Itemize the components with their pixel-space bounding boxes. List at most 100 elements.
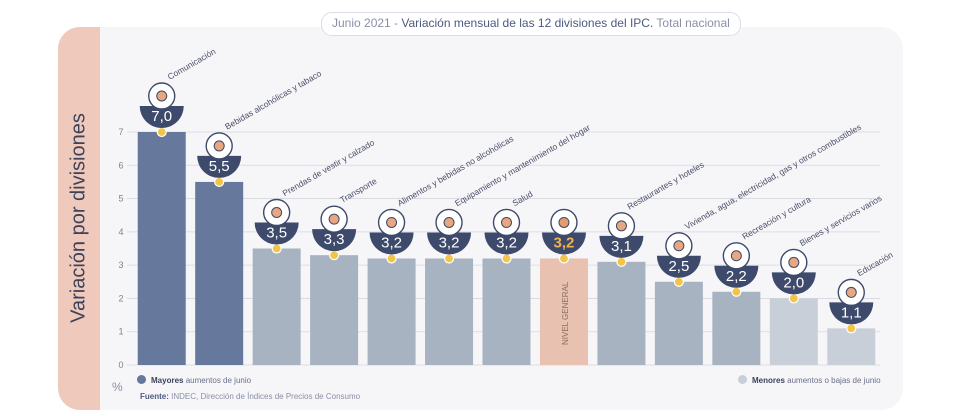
legend-menores-bold: Menores (752, 376, 785, 385)
value-label: 3,1 (611, 238, 632, 255)
bar-top-dot (443, 253, 455, 264)
icon-accent (558, 216, 570, 228)
value-badge (312, 229, 357, 252)
y-tick-label: 0 (118, 360, 123, 370)
value-badge (656, 255, 701, 278)
y-tick-label: 2 (118, 293, 123, 303)
value-label: 2,0 (783, 274, 804, 291)
value-label: 3,2 (381, 234, 402, 251)
category-label: Restaurantes y hoteles (625, 159, 705, 211)
category-label: Transporte (338, 176, 379, 205)
bar-top-dot (386, 253, 397, 264)
bar-top-dot (616, 256, 627, 267)
value-badge (599, 235, 644, 258)
y-tick-label: 6 (118, 160, 123, 170)
icon-accent (501, 216, 512, 228)
value-badge (139, 106, 184, 128)
value-badge (369, 232, 414, 255)
icon-accent (845, 286, 857, 298)
y-tick-label: 3 (118, 260, 123, 270)
value-label: 1,1 (841, 304, 862, 321)
bar-top-dot (329, 250, 340, 261)
bar-top-dot (214, 176, 225, 188)
legend-mayores-text: aumentos de junio (183, 376, 252, 385)
header-date: Junio 2021 (332, 16, 391, 30)
legend-mayores-swatch (137, 375, 146, 384)
category-icon (665, 232, 693, 260)
value-label: 3,2 (496, 234, 517, 251)
icon-accent (730, 250, 742, 262)
bar-6 (425, 258, 474, 365)
bar-3 (252, 248, 301, 365)
header-separator: - (390, 16, 402, 30)
legend-mayores: Mayores aumentos de junio (137, 375, 251, 385)
category-icon (205, 132, 233, 160)
bar-2 (195, 181, 244, 365)
icon-accent (156, 90, 168, 102)
bar-top-dot (558, 253, 570, 264)
category-icon (262, 198, 291, 227)
bar-7 (482, 258, 531, 365)
icon-accent (788, 256, 800, 268)
bar-4 (310, 255, 359, 365)
legend-menores-swatch (738, 375, 747, 384)
value-badge (771, 272, 816, 295)
icon-accent (213, 140, 225, 152)
source-note: Fuente: INDEC, Dirección de Índices de P… (140, 392, 360, 401)
value-label: 3,5 (266, 225, 287, 242)
bar-9 (597, 261, 646, 365)
y-tick-label: 5 (118, 194, 123, 204)
bar-top-dot (846, 323, 857, 334)
value-badge (197, 155, 242, 178)
value-badge (484, 232, 529, 255)
legend-menores-text: aumentos o bajas de junio (784, 376, 881, 385)
bar-13 (827, 328, 876, 365)
category-label: Comunicación (166, 46, 218, 82)
bar-12 (769, 298, 818, 365)
value-label: 2,5 (668, 258, 689, 275)
source-label: Fuente: (140, 392, 169, 401)
header-scope: Total nacional (653, 16, 730, 30)
legend-menores: Menores aumentos o bajas de junio (738, 375, 881, 385)
value-badge (541, 232, 586, 255)
value-label: 7,0 (151, 108, 172, 125)
category-icon (837, 278, 865, 307)
value-label: 3,3 (324, 231, 345, 248)
bar-5 (367, 258, 416, 365)
value-badge (714, 265, 759, 288)
y-axis-unit: % (112, 380, 123, 394)
category-icon (320, 205, 348, 233)
bar-8 (539, 258, 588, 365)
bar-1 (137, 132, 186, 365)
value-badge (427, 232, 472, 255)
category-label: Educación (855, 249, 895, 278)
category-label: Salud (511, 189, 535, 209)
value-label: 2,2 (726, 268, 747, 285)
legend-mayores-bold: Mayores (151, 376, 184, 385)
icon-accent (673, 240, 685, 252)
y-tick-label: 7 (118, 127, 123, 137)
y-tick-label: 1 (118, 327, 123, 337)
bar-top-dot (731, 286, 742, 297)
bar-10 (654, 281, 703, 365)
icon-accent (443, 216, 455, 228)
bar-top-dot (501, 253, 512, 264)
category-label: Alimentos y bebidas no alcohólicas (396, 133, 516, 208)
category-icon (377, 208, 406, 237)
value-badge (829, 302, 874, 325)
bar-11 (712, 291, 761, 365)
y-axis-panel (58, 27, 100, 410)
icon-accent (386, 216, 398, 228)
icon-accent (615, 220, 627, 232)
value-badge (254, 222, 299, 245)
bar-top-dot (673, 276, 684, 287)
category-icon (607, 212, 636, 240)
category-label: Bebidas alcohólicas y tabaco (223, 68, 323, 132)
bar-top-dot (271, 243, 282, 254)
chart-header: Junio 2021 - Variación mensual de las 12… (321, 12, 741, 36)
category-icon (550, 208, 578, 237)
category-icon (435, 208, 463, 237)
y-tick-label: 4 (118, 227, 123, 237)
source-text: INDEC, Dirección de Índices de Precios d… (168, 392, 361, 401)
